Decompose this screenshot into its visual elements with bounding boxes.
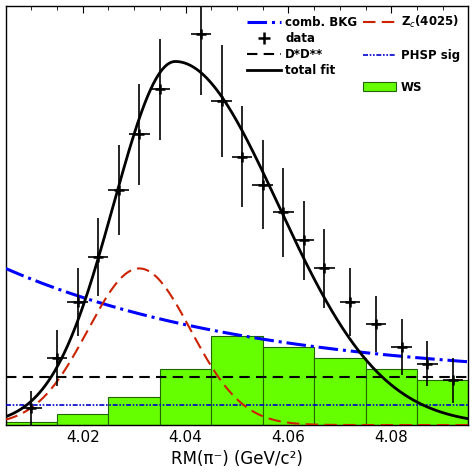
- Bar: [160, 369, 211, 425]
- Bar: [365, 369, 417, 425]
- Bar: [263, 346, 314, 425]
- Bar: [211, 336, 263, 425]
- Bar: [417, 380, 468, 425]
- Bar: [6, 422, 57, 425]
- Bar: [57, 414, 109, 425]
- Legend: comb. BKG, data, D*D**, total fit, , Z$_c$(4025), , PHSP sig, , WS: comb. BKG, data, D*D**, total fit, , Z$_…: [245, 11, 463, 96]
- X-axis label: RM(π⁻) (GeV/c²): RM(π⁻) (GeV/c²): [171, 450, 303, 468]
- Bar: [314, 358, 365, 425]
- Bar: [109, 397, 160, 425]
